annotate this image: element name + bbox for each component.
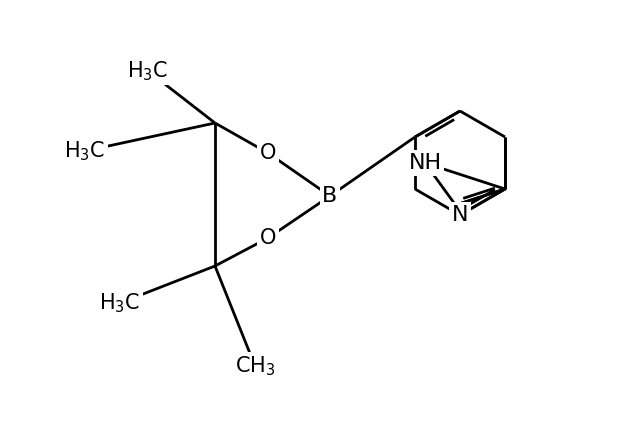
Text: CH$_3$: CH$_3$ (235, 354, 275, 378)
Text: N: N (452, 205, 468, 225)
Text: B: B (323, 186, 338, 206)
Text: H$_3$C: H$_3$C (65, 139, 106, 163)
Text: O: O (260, 143, 276, 163)
Text: O: O (260, 228, 276, 248)
Text: H$_3$C: H$_3$C (99, 291, 141, 315)
Text: NH: NH (408, 153, 442, 173)
Text: H$_3$C: H$_3$C (127, 59, 168, 83)
